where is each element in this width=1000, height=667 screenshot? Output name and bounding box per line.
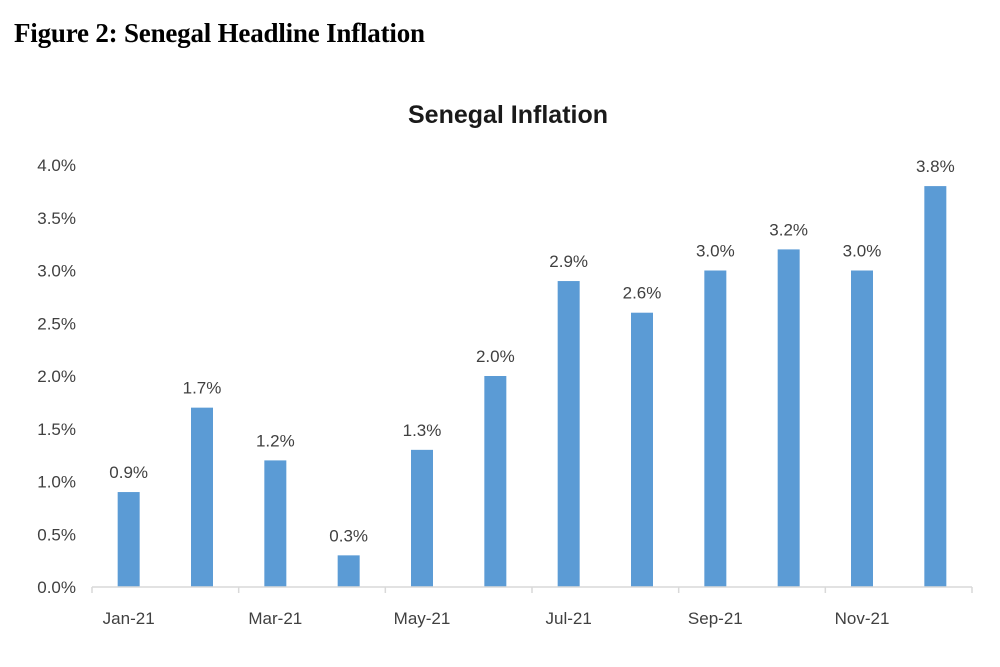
bar <box>264 460 287 587</box>
data-label: 3.2% <box>769 220 808 239</box>
data-label: 3.8% <box>916 157 955 176</box>
y-tick-label: 1.0% <box>37 473 76 492</box>
x-tick-label: May-21 <box>394 609 451 628</box>
figure-caption: Figure 2: Senegal Headline Inflation <box>14 18 425 48</box>
data-label: 1.2% <box>256 431 295 450</box>
bar <box>411 449 433 587</box>
bars <box>117 186 947 587</box>
data-label: 2.9% <box>549 252 588 271</box>
bar <box>777 249 800 587</box>
data-label: 2.0% <box>476 347 515 366</box>
data-label: 1.3% <box>403 421 442 440</box>
bar <box>557 281 580 587</box>
bar <box>117 492 140 587</box>
y-tick-label: 1.5% <box>37 420 76 439</box>
y-tick-label: 2.5% <box>37 314 76 333</box>
x-tick-label: Jul-21 <box>546 609 592 628</box>
data-label: 0.9% <box>109 463 148 482</box>
y-axis-ticks: 0.0% 0.5% 1.0% 1.5% 2.0% 2.5% 3.0% 3.5% 4.0% <box>37 156 76 597</box>
x-tick-label: Mar-21 <box>248 609 302 628</box>
data-label: 0.3% <box>329 526 368 545</box>
data-label: 3.0% <box>696 242 735 261</box>
y-tick-label: 0.5% <box>37 525 76 544</box>
data-labels: 0.9% 1.7% 1.2% 0.3% 1.3% 2.0% 2.9% 2.6% 3.0% 3.2%… <box>109 157 954 545</box>
x-tick-label: Sep-21 <box>688 609 743 628</box>
x-tick-label: Nov-21 <box>835 609 890 628</box>
x-tick-label: Jan-21 <box>103 609 155 628</box>
y-tick-label: 2.0% <box>37 367 76 386</box>
bar <box>631 312 653 587</box>
y-tick-label: 0.0% <box>37 578 76 597</box>
bar <box>337 555 360 587</box>
y-tick-label: 3.0% <box>37 262 76 281</box>
y-tick-label: 4.0% <box>37 156 76 175</box>
bar <box>924 186 947 587</box>
bar <box>851 270 873 587</box>
data-label: 1.7% <box>183 379 222 398</box>
data-label: 2.6% <box>623 284 662 303</box>
y-tick-label: 3.5% <box>37 209 76 228</box>
bar <box>191 407 213 587</box>
chart-title: Senegal Inflation <box>408 101 608 129</box>
bar <box>484 376 507 587</box>
x-axis-ticks: Jan-21 Mar-21 May-21 Jul-21 Sep-21 Nov-21 <box>91 587 973 628</box>
bar <box>704 270 727 587</box>
data-label: 3.0% <box>843 242 882 261</box>
